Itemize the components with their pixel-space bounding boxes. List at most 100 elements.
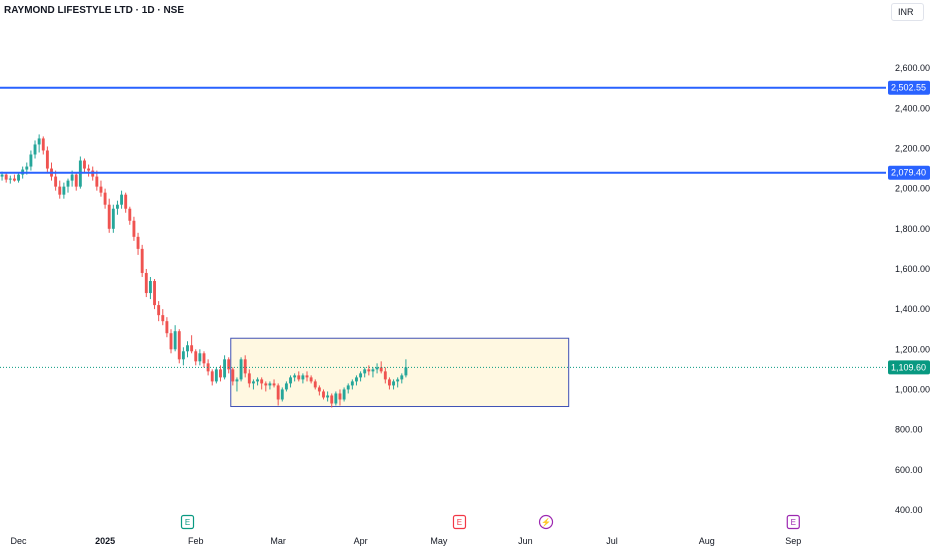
candle (148, 276, 152, 300)
candle-body (383, 371, 387, 380)
candle-body (338, 393, 342, 400)
price-axis: 400.00 600.00 800.00 1,000.00 1,200.00 1,400.… (895, 63, 930, 515)
candle (305, 371, 309, 382)
candle-body (173, 331, 177, 350)
candle-body (99, 186, 103, 193)
candle (301, 373, 305, 384)
time-tick-label: Jun (518, 536, 533, 546)
candle-body (309, 377, 313, 382)
candle (326, 391, 330, 402)
candle-body (305, 375, 309, 378)
time-axis: Dec 2025 Feb Mar Apr May Jun Jul Aug Sep (11, 536, 802, 546)
candle (223, 355, 227, 380)
candle-body (116, 204, 119, 209)
candle-body (190, 345, 194, 352)
earnings-event-marker: E (452, 514, 467, 530)
event-letter: E (791, 518, 796, 527)
candle-body (297, 375, 301, 380)
price-tick-label: 800.00 (895, 425, 923, 435)
candle (169, 329, 173, 354)
candle (260, 377, 264, 390)
candle-body (140, 248, 144, 273)
candle-body (103, 192, 107, 205)
candle (17, 172, 20, 183)
candle (4, 172, 8, 183)
candle (243, 355, 247, 378)
candle (136, 232, 140, 255)
candle (128, 206, 132, 225)
candle-body (210, 371, 214, 382)
candle (45, 146, 49, 173)
candle-body (284, 383, 288, 390)
candle-body (177, 331, 181, 360)
candle-body (95, 176, 99, 187)
candle-body (165, 321, 169, 334)
candle-body (256, 379, 260, 382)
candle-body (317, 387, 321, 392)
events: E E ⚡ E (180, 514, 800, 530)
candle (74, 172, 78, 191)
candle-body (371, 369, 375, 372)
candle-body (45, 150, 49, 169)
last-price-label-bg (888, 360, 930, 375)
horizontal-line-label: 2,502.55 (891, 83, 926, 93)
price-tick-label: 1,800.00 (895, 224, 930, 234)
currency-button[interactable]: INR (891, 3, 924, 21)
candle-body (293, 375, 297, 378)
candle-body (243, 359, 247, 374)
candle-body (136, 236, 140, 249)
candle (276, 383, 280, 406)
candle-body (350, 381, 354, 386)
horizontal-line-label-bg (888, 80, 930, 95)
price-tick-label: 1,000.00 (895, 384, 930, 394)
candle (116, 200, 119, 215)
candle-body (223, 359, 227, 378)
candle (41, 136, 45, 155)
candle-body (268, 383, 272, 386)
candle (144, 268, 148, 298)
event-letter: E (185, 518, 190, 527)
candle-body (280, 389, 284, 400)
candle (87, 164, 91, 177)
candle (8, 175, 12, 184)
candle (392, 379, 395, 390)
candle (404, 359, 408, 378)
time-tick-label: Aug (699, 536, 715, 546)
candle-body (169, 333, 173, 350)
candle-body (148, 281, 152, 294)
candle (280, 387, 284, 402)
candle-body (17, 174, 20, 181)
candle-body (62, 186, 66, 195)
candle (58, 180, 62, 199)
price-tick-label: 2,600.00 (895, 63, 930, 73)
candle (165, 317, 169, 338)
candle-body (379, 367, 383, 372)
candle-body (214, 369, 218, 382)
candle-body (58, 186, 62, 195)
candle-body (272, 383, 276, 386)
time-tick-label: Apr (354, 536, 368, 546)
horizontal-lines: 1,109.60 2,502.55 2,079.40 (0, 80, 930, 375)
candle-body (25, 166, 29, 170)
candle (190, 335, 194, 354)
price-tick-label: 1,200.00 (895, 344, 930, 354)
candle-body (355, 377, 358, 382)
candle-body (8, 178, 12, 180)
candle-body (396, 379, 400, 382)
candle-body (235, 379, 239, 382)
candle-body (301, 375, 305, 380)
candle (342, 387, 346, 402)
candle-body (375, 367, 379, 370)
last-price-label: 1,109.60 (891, 362, 926, 372)
candle (107, 198, 111, 233)
candle (198, 349, 202, 366)
candle (12, 174, 16, 182)
candle-body (342, 389, 346, 400)
candle-body (330, 395, 334, 404)
candle-body (206, 363, 210, 372)
candle-body (161, 315, 165, 322)
earnings-event-marker: E (180, 514, 195, 530)
candle (219, 365, 222, 382)
candle (309, 375, 313, 384)
